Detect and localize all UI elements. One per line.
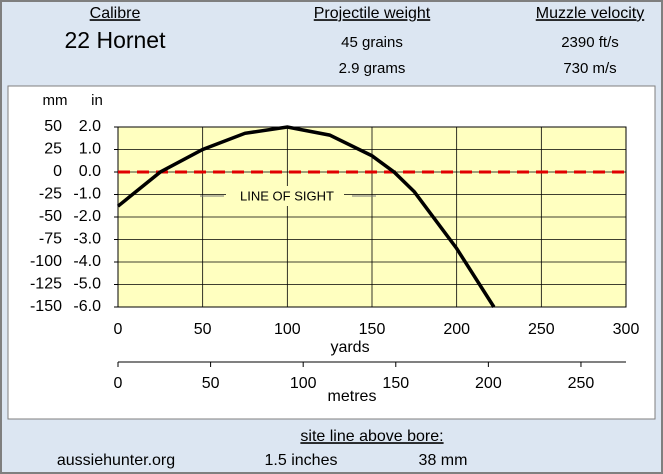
y-tick-label: 0: [53, 163, 62, 180]
y-tick-label: -150: [30, 298, 62, 315]
weight-grams: 2.9 grams: [339, 60, 406, 77]
sight-mm: 38 mm: [419, 452, 468, 469]
x-tick-label: 50: [194, 321, 212, 338]
y-axis-label: mm: [43, 92, 68, 109]
weight-grains: 45 grains: [341, 34, 403, 51]
x2-tick-label: 200: [475, 375, 502, 392]
y2-tick-label: -5.0: [73, 276, 101, 293]
y2-tick-label: -4.0: [73, 253, 101, 270]
x-tick-label: 100: [274, 321, 301, 338]
y-tick-label: -125: [30, 276, 62, 293]
velocity-label: Muzzle velocity: [536, 5, 644, 22]
velocity-fps: 2390 ft/s: [561, 34, 619, 51]
x2-tick-label: 150: [382, 375, 409, 392]
sight-label: LINE OF SIGHT: [240, 188, 334, 203]
calibre: 22 Hornet: [64, 27, 166, 53]
x-tick-label: 0: [114, 321, 123, 338]
trajectory: [116, 125, 496, 308]
y-tick-label: -75: [39, 231, 62, 248]
sight-label: site line above bore:: [300, 428, 443, 445]
x-tick-label: 150: [359, 321, 386, 338]
y-tick-label: -25: [39, 186, 62, 203]
website: aussiehunter.org: [57, 452, 175, 469]
y-tick-label: -100: [30, 253, 62, 270]
x2-tick-label: 100: [290, 375, 317, 392]
y-tick-label: -50: [39, 208, 62, 225]
x-tick-label: 300: [613, 321, 640, 338]
x2-tick-label: 0: [114, 375, 123, 392]
y-tick-label: 50: [44, 118, 62, 135]
y-tick-label: 25: [44, 141, 62, 158]
x2-tick-label: 50: [202, 375, 220, 392]
y2-tick-label: -1.0: [73, 186, 101, 203]
weight-label: Projectile weight: [314, 5, 431, 22]
x2-tick-label: 250: [568, 375, 595, 392]
x2-axis-label: metres: [328, 388, 377, 405]
y2-tick-label: 1.0: [79, 141, 101, 158]
x-tick-label: 250: [528, 321, 555, 338]
sight-label-bg: [226, 186, 344, 206]
calibre-label: Calibre: [90, 5, 141, 22]
y2-tick-label: 2.0: [79, 118, 101, 135]
y2-tick-label: -2.0: [73, 208, 101, 225]
y2-tick-label: 0.0: [79, 163, 101, 180]
velocity-ms: 730 m/s: [563, 60, 616, 77]
sight-inches: 1.5 inches: [265, 452, 338, 469]
x-axis-label: yards: [330, 339, 369, 356]
y2-axis-label: in: [91, 92, 103, 109]
y2-tick-label: -3.0: [73, 231, 101, 248]
x-tick-label: 200: [443, 321, 470, 338]
y2-tick-label: -6.0: [73, 298, 101, 315]
